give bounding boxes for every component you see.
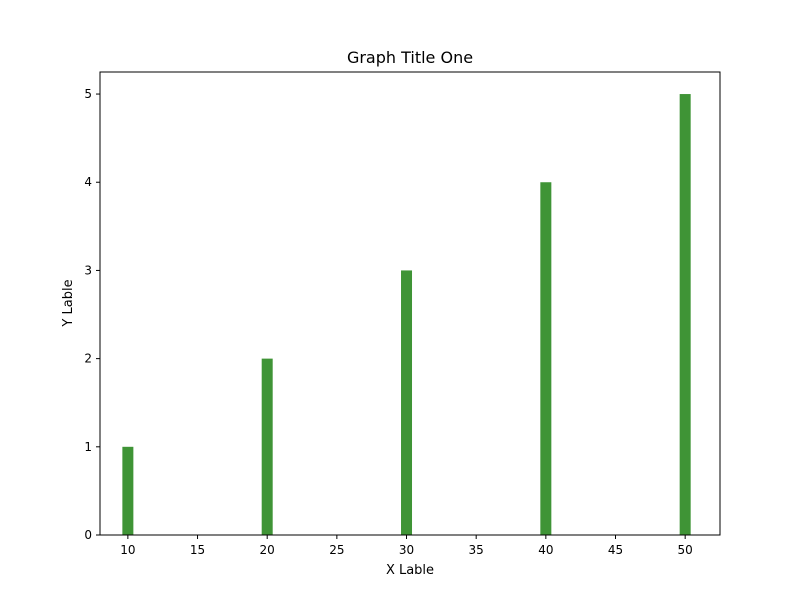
bar-40 — [540, 182, 552, 535]
x-tick-label-25: 25 — [329, 543, 344, 557]
chart-title: Graph Title One — [347, 48, 473, 67]
x-tick-label-45: 45 — [608, 543, 623, 557]
y-tick-label-0: 0 — [84, 528, 92, 542]
y-axis-label: Y Lable — [61, 279, 76, 327]
y-tick-label-1: 1 — [84, 440, 92, 454]
y-tick-label-4: 4 — [84, 175, 92, 189]
x-tick-label-20: 20 — [260, 543, 275, 557]
x-tick-label-15: 15 — [190, 543, 205, 557]
y-tick-label-2: 2 — [84, 352, 92, 366]
x-tick-label-50: 50 — [678, 543, 693, 557]
x-tick-label-30: 30 — [399, 543, 414, 557]
y-tick-label-3: 3 — [84, 263, 92, 277]
x-axis-label: X Lable — [386, 563, 434, 578]
bar-50 — [679, 94, 691, 536]
axes-frame — [99, 71, 721, 536]
bar-10 — [122, 446, 134, 535]
bar-20 — [261, 358, 273, 535]
x-tick-label-40: 40 — [538, 543, 553, 557]
bar-30 — [401, 270, 413, 535]
x-tick-label-35: 35 — [469, 543, 484, 557]
y-tick-label-5: 5 — [84, 87, 92, 101]
x-tick-label-10: 10 — [120, 543, 135, 557]
